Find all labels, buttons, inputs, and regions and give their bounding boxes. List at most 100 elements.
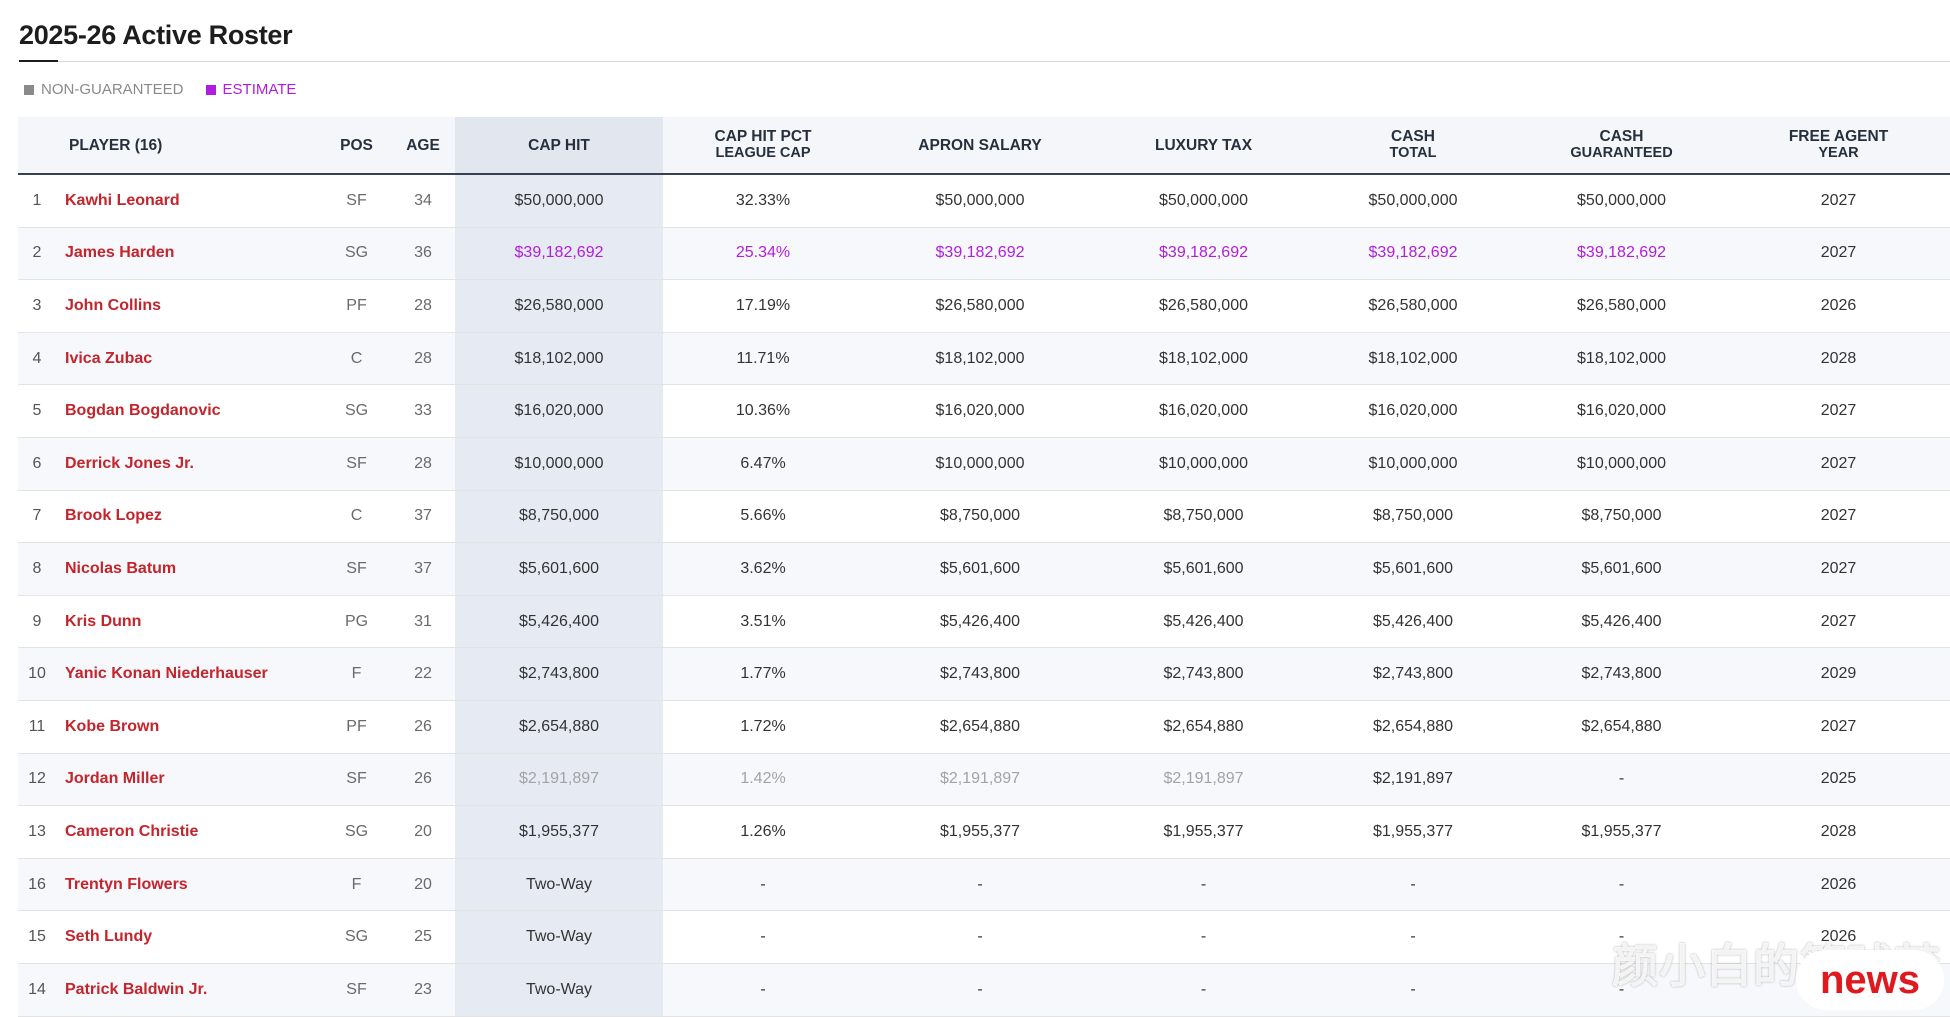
cap-hit-cell: $8,750,000: [455, 490, 664, 544]
player-name-link[interactable]: Nicolas Batum: [56, 542, 323, 596]
luxury-tax-cell: $2,654,880: [1097, 700, 1311, 754]
row-number: 10: [18, 647, 56, 701]
cash-total-cell: -: [1310, 910, 1517, 964]
cap-pct-cell: 6.47%: [663, 437, 864, 491]
player-name-link[interactable]: James Harden: [56, 227, 323, 281]
row-number: 13: [18, 805, 56, 859]
player-position: C: [322, 490, 392, 544]
free-agent-year-cell: 2027: [1727, 542, 1950, 596]
luxury-tax-cell: $1,955,377: [1097, 805, 1311, 859]
col-header-luxury-tax[interactable]: LUXURY TAX: [1097, 117, 1311, 175]
player-position: PF: [322, 279, 392, 333]
luxury-tax-cell: $10,000,000: [1097, 437, 1311, 491]
col-header-cap-hit[interactable]: CAP HIT: [455, 117, 664, 175]
col-header-cash-guaranteed[interactable]: CASH GUARANTEED: [1516, 117, 1728, 175]
table-row: 2 James Harden SG 36 $39,182,692 25.34% $39,18…: [18, 227, 1950, 281]
player-age: 20: [391, 858, 456, 912]
cap-hit-cell: $2,743,800: [455, 647, 664, 701]
player-position: SG: [322, 805, 392, 859]
col-header-age[interactable]: AGE: [391, 117, 456, 175]
player-position: PG: [322, 595, 392, 649]
free-agent-year-cell: 2027: [1727, 437, 1950, 491]
player-age: 23: [391, 963, 456, 1017]
apron-salary-cell: $1,955,377: [863, 805, 1098, 859]
row-number: 2: [18, 227, 56, 281]
player-position: PF: [322, 700, 392, 754]
cash-guaranteed-cell: -: [1516, 753, 1728, 807]
news-badge: news: [1796, 950, 1944, 1010]
cash-total-cell: $26,580,000: [1310, 279, 1517, 333]
legend-label: NON-GUARANTEED: [41, 81, 184, 98]
cap-hit-cell: $2,654,880: [455, 700, 664, 754]
legend-estimate: ESTIMATE: [205, 81, 296, 98]
table-row: 16 Trentyn Flowers F 20 Two-Way - - - - -2026: [18, 858, 1950, 912]
title-divider-accent: [19, 60, 58, 62]
free-agent-year-cell: 2027: [1727, 227, 1950, 281]
table-row: 1 Kawhi Leonard SF 34 $50,000,000 32.33% $50,0…: [18, 174, 1950, 228]
estimate-swatch: [205, 84, 216, 95]
cash-guaranteed-cell: $26,580,000: [1516, 279, 1728, 333]
player-position: SF: [322, 437, 392, 491]
player-name-link[interactable]: Cameron Christie: [56, 805, 323, 859]
player-name-link[interactable]: John Collins: [56, 279, 323, 333]
col-header-pos[interactable]: POS: [322, 117, 392, 175]
player-position: SG: [322, 910, 392, 964]
cash-guaranteed-cell: $1,955,377: [1516, 805, 1728, 859]
apron-salary-cell: $2,191,897: [863, 753, 1098, 807]
player-name-link[interactable]: Brook Lopez: [56, 490, 323, 544]
apron-salary-cell: $39,182,692: [863, 227, 1098, 281]
col-header-cash-total[interactable]: CASH TOTAL: [1310, 117, 1517, 175]
player-name-link[interactable]: Kobe Brown: [56, 700, 323, 754]
free-agent-year-cell: 2025: [1727, 753, 1950, 807]
player-age: 31: [391, 595, 456, 649]
cash-total-cell: $2,654,880: [1310, 700, 1517, 754]
player-name-link[interactable]: Derrick Jones Jr.: [56, 437, 323, 491]
player-name-link[interactable]: Trentyn Flowers: [56, 858, 323, 912]
free-agent-year-cell: 2027: [1727, 174, 1950, 228]
col-header-apron[interactable]: APRON SALARY: [863, 117, 1098, 175]
cap-hit-cell: $10,000,000: [455, 437, 664, 491]
cap-hit-cell: $5,426,400: [455, 595, 664, 649]
free-agent-year-cell: 2027: [1727, 490, 1950, 544]
player-position: F: [322, 647, 392, 701]
player-name-link[interactable]: Bogdan Bogdanovic: [56, 384, 323, 438]
cash-total-cell: $39,182,692: [1310, 227, 1517, 281]
player-name-link[interactable]: Yanic Konan Niederhauser: [56, 647, 323, 701]
row-number: 7: [18, 490, 56, 544]
player-name-link[interactable]: Patrick Baldwin Jr.: [56, 963, 323, 1017]
table-row: 10 Yanic Konan Niederhauser F 22 $2,743,800 1…: [18, 647, 1950, 701]
apron-salary-cell: -: [863, 910, 1098, 964]
table-row: 14 Patrick Baldwin Jr. SF 23 Two-Way - - - - -: [18, 963, 1950, 1017]
player-age: 25: [391, 910, 456, 964]
col-header-free-agent[interactable]: FREE AGENT YEAR: [1727, 117, 1950, 175]
cash-total-cell: -: [1310, 963, 1517, 1017]
col-header-cap-pct[interactable]: CAP HIT PCT LEAGUE CAP: [663, 117, 864, 175]
apron-salary-cell: $50,000,000: [863, 174, 1098, 228]
player-name-link[interactable]: Kawhi Leonard: [56, 174, 323, 228]
free-agent-year-cell: 2026: [1727, 279, 1950, 333]
table-row: 7 Brook Lopez C 37 $8,750,000 5.66% $8,750,000…: [18, 490, 1950, 544]
player-age: 37: [391, 542, 456, 596]
player-name-link[interactable]: Ivica Zubac: [56, 332, 323, 386]
col-header-player[interactable]: PLAYER (16): [18, 117, 323, 175]
cap-hit-cell: $50,000,000: [455, 174, 664, 228]
table-header-row: PLAYER (16) POS AGE CAP HIT CAP HIT PCT L…: [18, 117, 1950, 175]
cash-total-cell: $18,102,000: [1310, 332, 1517, 386]
cash-guaranteed-cell: -: [1516, 910, 1728, 964]
roster-table-wrapper: PLAYER (16) POS AGE CAP HIT CAP HIT PCT L…: [18, 117, 1950, 1017]
cash-total-cell: $2,191,897: [1310, 753, 1517, 807]
player-name-link[interactable]: Kris Dunn: [56, 595, 323, 649]
player-name-link[interactable]: Jordan Miller: [56, 753, 323, 807]
table-row: 9 Kris Dunn PG 31 $5,426,400 3.51% $5,426,400 $…: [18, 595, 1950, 649]
title-divider: [19, 61, 1950, 62]
table-row: 6 Derrick Jones Jr. SF 28 $10,000,000 6.47% $1…: [18, 437, 1950, 491]
table-row: 8 Nicolas Batum SF 37 $5,601,600 3.62% $5,601,…: [18, 542, 1950, 596]
cap-pct-cell: 5.66%: [663, 490, 864, 544]
luxury-tax-cell: -: [1097, 963, 1311, 1017]
player-name-link[interactable]: Seth Lundy: [56, 910, 323, 964]
cash-total-cell: $16,020,000: [1310, 384, 1517, 438]
player-age: 28: [391, 437, 456, 491]
player-age: 36: [391, 227, 456, 281]
player-position: F: [322, 858, 392, 912]
apron-salary-cell: -: [863, 963, 1098, 1017]
